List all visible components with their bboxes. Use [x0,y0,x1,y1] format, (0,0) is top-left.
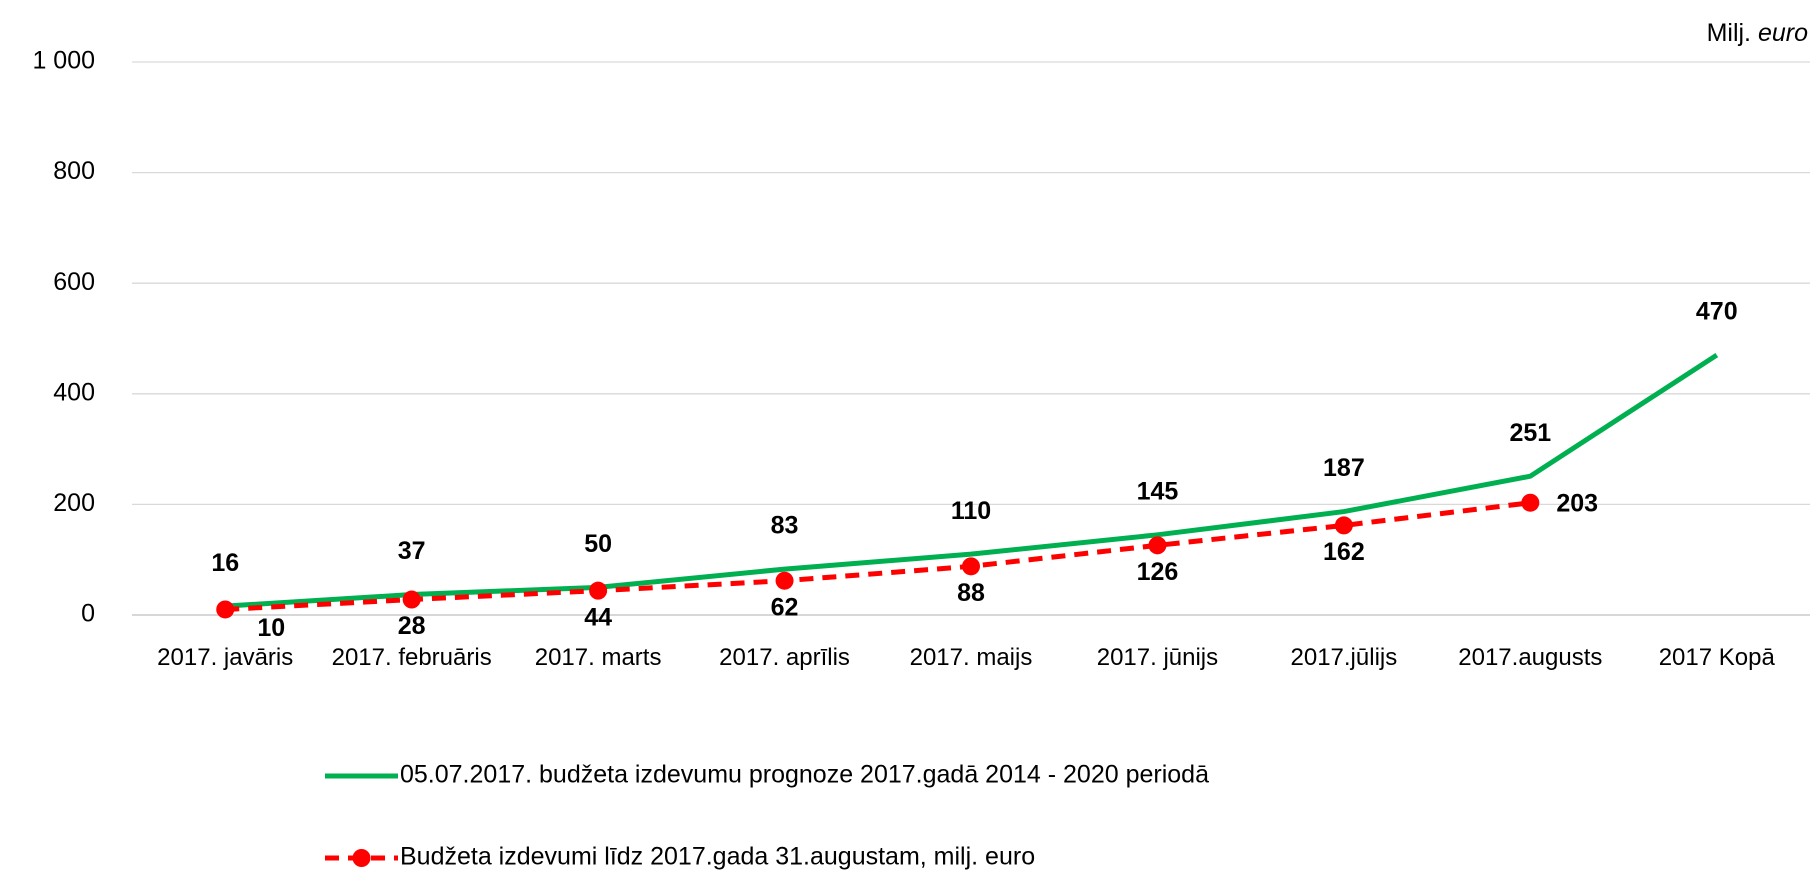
data-label: 10 [257,614,285,642]
point [1148,536,1167,555]
unit-label: Milj. euro [1707,19,1809,47]
unit-emphasis: euro [1758,19,1808,47]
y-tick-label: 1 000 [32,47,95,75]
legend-marker [352,849,371,867]
data-label: 145 [1137,477,1179,505]
point [775,571,794,590]
data-label: 203 [1556,489,1598,517]
data-label: 50 [584,530,612,558]
x-tick-label: 2017. jūnijs [1096,644,1219,671]
x-tick-label: 2017. marts [534,644,662,671]
point [216,600,235,619]
y-tick-label: 400 [53,378,95,406]
x-tick-label: 2017.augusts [1458,644,1603,671]
point [962,557,980,576]
x-tick-label: 2017. februāris [331,644,492,671]
data-label: 126 [1137,558,1179,586]
data-label: 470 [1696,298,1738,326]
y-tick-label: 800 [53,157,95,185]
y-tick-label: 0 [81,600,95,628]
data-label: 37 [398,537,426,565]
y-tick-label: 200 [53,489,95,517]
x-tick-label: 2017. maijs [909,644,1033,671]
x-tick-label: 2017.jūlijs [1290,644,1398,671]
series-line [225,500,1531,612]
x-tick-label: 2017. javāris [157,644,294,671]
point [589,581,608,600]
data-label: 88 [957,579,985,607]
data-label: 16 [211,549,239,577]
legend-label: Budžeta izdevumi līdz 2017.gada 31.augus… [400,843,1035,871]
x-tick-label: 2017 Kopā [1658,644,1775,671]
data-label: 162 [1323,538,1365,566]
point [402,590,421,609]
data-label: 83 [771,512,799,540]
data-label: 187 [1323,454,1365,482]
legend-label: 05.07.2017. budžeta izdevumu prognoze 20… [400,761,1209,789]
data-label: 62 [771,593,799,621]
data-label: 110 [951,497,991,525]
x-tick-label: 2017. aprīlis [719,644,850,671]
data-label: 251 [1509,419,1551,447]
data-label: 44 [584,603,612,631]
point [1521,493,1540,512]
series-line [225,352,1719,609]
point [1334,516,1353,535]
unit-prefix: Milj. [1707,19,1751,47]
y-tick-label: 600 [53,268,95,296]
data-label: 28 [398,612,426,640]
